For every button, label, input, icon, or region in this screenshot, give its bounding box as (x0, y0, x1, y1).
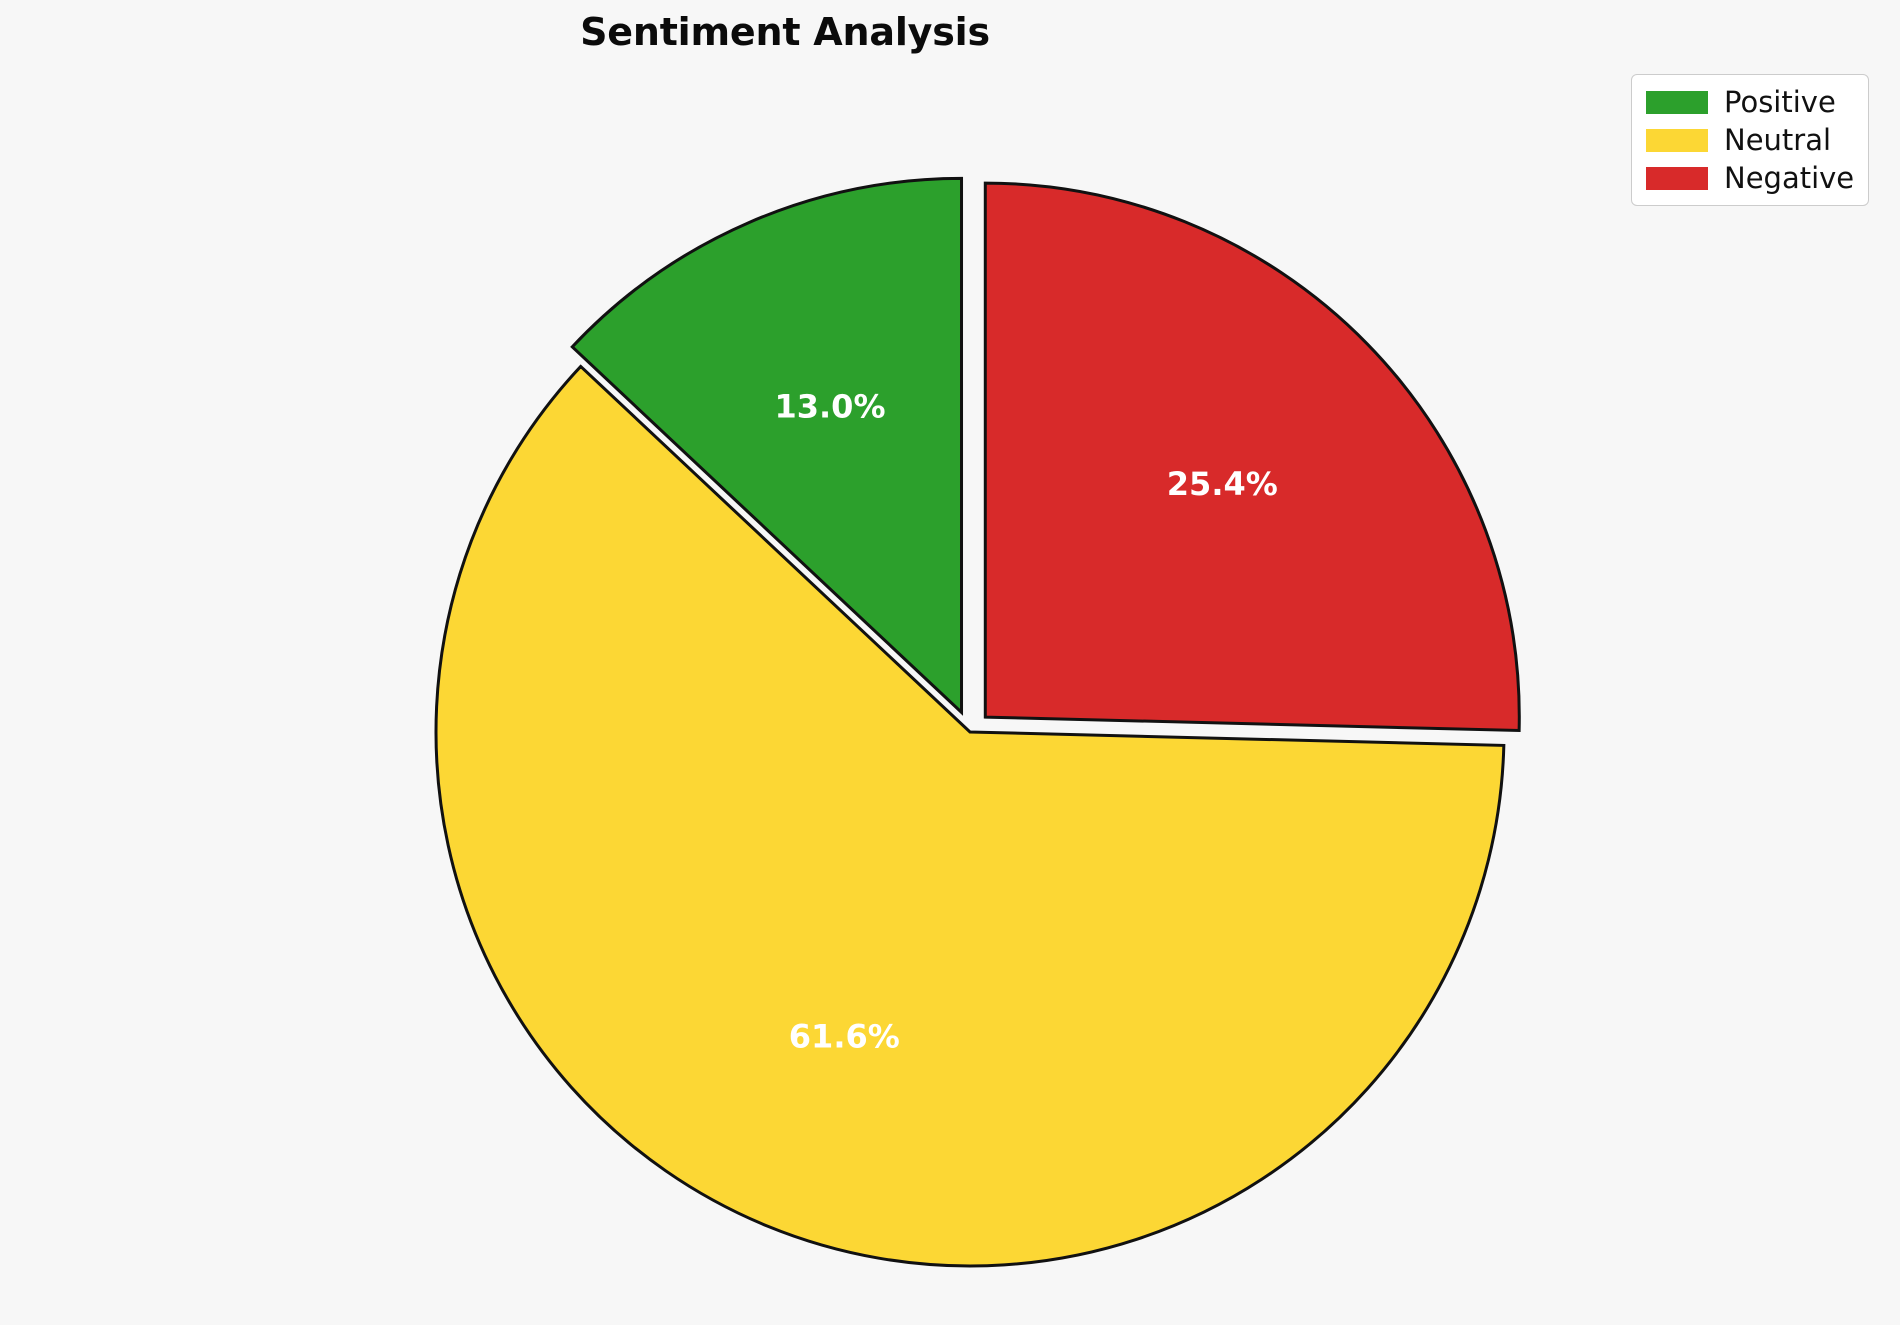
pie-slices-group (434, 176, 1521, 1268)
legend-item-negative[interactable]: Negative (1646, 160, 1855, 195)
pie-label-positive: 13.0% (774, 388, 885, 426)
legend-swatch-positive (1646, 90, 1708, 114)
chart-legend[interactable]: Positive Neutral Negative (1631, 74, 1869, 206)
page-title: Sentiment Analysis (580, 10, 990, 54)
legend-label-negative: Negative (1724, 160, 1855, 195)
legend-item-neutral[interactable]: Neutral (1646, 122, 1852, 157)
pie-slice-positive[interactable] (570, 176, 964, 716)
legend-item-positive[interactable]: Positive (1646, 84, 1852, 119)
pie-slice-negative[interactable] (983, 181, 1521, 733)
pie-slice-neutral[interactable] (434, 364, 1506, 1268)
pie-labels-group: 13.0% 61.6% 25.4% (774, 388, 1277, 1056)
legend-swatch-negative (1646, 166, 1708, 190)
legend-label-neutral: Neutral (1724, 122, 1832, 157)
legend-swatch-neutral (1646, 128, 1708, 152)
pie-label-negative: 25.4% (1167, 465, 1278, 503)
legend-label-positive: Positive (1724, 84, 1836, 119)
pie-label-neutral: 61.6% (789, 1017, 900, 1055)
